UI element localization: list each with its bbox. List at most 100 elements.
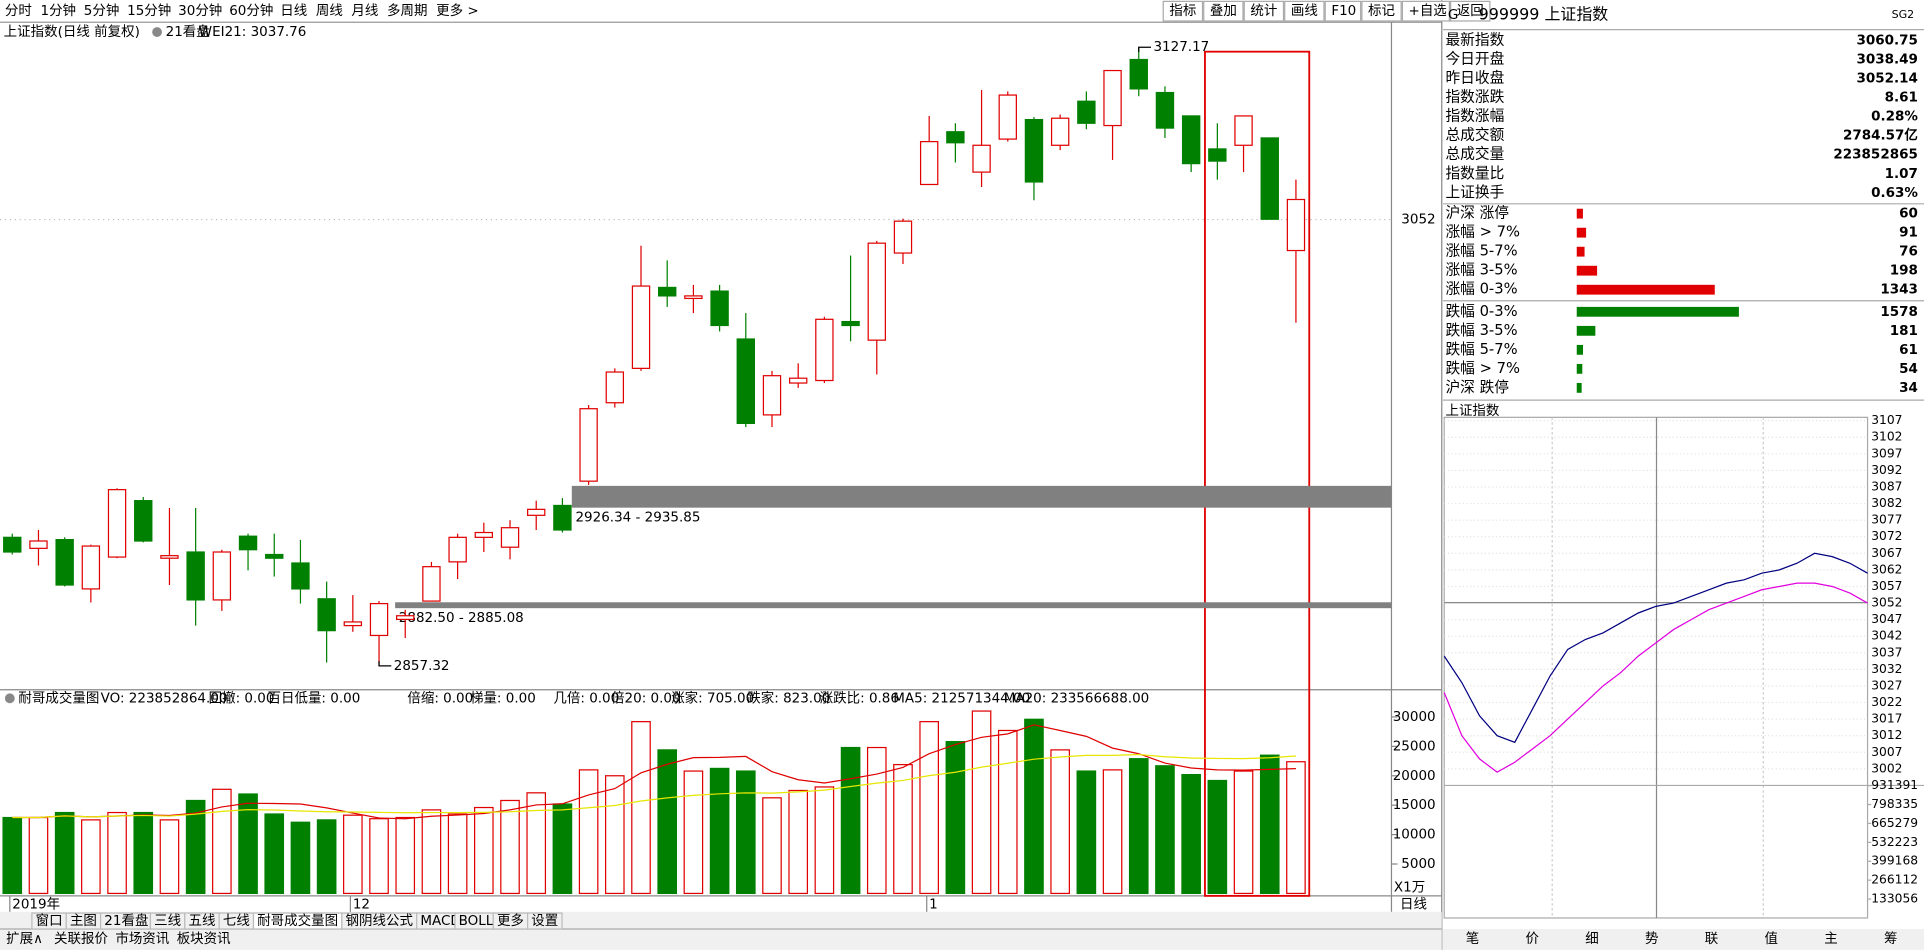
period-label[interactable]: 日线: [1400, 896, 1427, 912]
tab-label[interactable]: 更多: [497, 912, 524, 929]
volume-bar: [1181, 773, 1201, 895]
y-tick-label: 3097: [1871, 446, 1902, 460]
bottom-tab[interactable]: 扩展∧: [6, 931, 43, 947]
tab-label[interactable]: BOLL: [459, 913, 494, 929]
candle-body: [212, 551, 232, 601]
tab-label[interactable]: 21看盘: [104, 912, 148, 929]
tool-label[interactable]: 统计: [1250, 3, 1277, 19]
period-tab[interactable]: 月线: [351, 3, 378, 19]
candle-body: [605, 371, 625, 404]
right-tab[interactable]: 价: [1525, 931, 1539, 947]
candle-body: [919, 140, 939, 186]
volume-bar: [316, 819, 337, 895]
right-tab[interactable]: 筹: [1884, 930, 1898, 947]
indicator: 涨跌比: 0.86: [820, 690, 899, 706]
panel-icon: [152, 27, 162, 37]
tool-button[interactable]: [1361, 0, 1402, 22]
volume-bar: [107, 811, 127, 895]
tab-label[interactable]: 三线: [154, 913, 181, 929]
period-tab[interactable]: 分时: [5, 3, 32, 19]
period-tab[interactable]: 30分钟: [178, 2, 222, 19]
intraday-title: 上证指数: [1445, 403, 1499, 419]
stat-value: 3038.49: [1856, 52, 1917, 68]
volume-bar: [264, 813, 285, 895]
breadth-label: 跌幅 0-3%: [1445, 303, 1517, 320]
candle-body: [1050, 117, 1070, 146]
right-tab[interactable]: 主: [1824, 931, 1838, 947]
period-tab[interactable]: 1分钟: [40, 2, 76, 19]
candle-body: [317, 598, 336, 632]
tool-button[interactable]: [1203, 0, 1244, 22]
tool-button[interactable]: [1243, 0, 1285, 22]
tab-label[interactable]: 五线: [188, 913, 215, 929]
right-tab[interactable]: 联: [1705, 931, 1719, 947]
tab-label[interactable]: 七线: [223, 913, 250, 929]
tab[interactable]: [527, 912, 563, 930]
low-label: 2857.32: [394, 658, 450, 674]
right-tab[interactable]: 势: [1645, 931, 1659, 947]
tool-label[interactable]: 返回: [1457, 3, 1484, 19]
tool-button[interactable]: [1449, 0, 1491, 22]
tab-label[interactable]: 主图: [70, 913, 97, 929]
period-tab[interactable]: 5分钟: [84, 2, 120, 19]
tool-button[interactable]: [1324, 0, 1362, 22]
tool-button[interactable]: [1401, 0, 1450, 22]
breadth-label: 涨幅 > 7%: [1445, 224, 1519, 241]
tool-label[interactable]: +自选: [1409, 3, 1448, 19]
tool-label[interactable]: 画线: [1291, 3, 1318, 19]
period-tab[interactable]: 多周期: [387, 2, 427, 19]
period-tab[interactable]: 15分钟: [127, 2, 171, 19]
candle-body: [3, 536, 22, 553]
period-tab[interactable]: 周线: [316, 3, 343, 19]
stat-label: 指数量比: [1445, 165, 1504, 182]
right-tab[interactable]: 值: [1764, 931, 1778, 947]
bottom-tab[interactable]: 板块资讯: [177, 931, 231, 947]
y-tick-label: 3032: [1871, 662, 1902, 676]
tab-label[interactable]: 窗口: [36, 912, 63, 929]
tab-label[interactable]: 钢阴线公式: [346, 913, 414, 929]
wei-label: WEI21: 3037.76: [199, 24, 307, 40]
tool-label[interactable]: 指标: [1169, 3, 1196, 19]
tool-label[interactable]: 标记: [1368, 3, 1395, 19]
candle-body: [579, 408, 598, 482]
vol-tick-label: 266112: [1871, 873, 1918, 887]
right-tab[interactable]: 细: [1585, 931, 1599, 947]
candle-body: [1234, 115, 1253, 146]
period-tab[interactable]: 更多 >: [436, 2, 479, 19]
candle-body: [1286, 198, 1306, 252]
candle-body: [893, 220, 913, 254]
y-tick-label: 3062: [1871, 562, 1902, 576]
tab-label[interactable]: 耐哥成交量图: [257, 912, 338, 929]
vol-tick-label: 133056: [1871, 892, 1918, 906]
right-tab[interactable]: 笔: [1466, 931, 1480, 947]
period-tab[interactable]: 日线: [280, 3, 307, 19]
candle-body: [500, 527, 520, 548]
period-tab[interactable]: 60分钟: [229, 2, 273, 19]
tool-label[interactable]: 叠加: [1210, 3, 1237, 19]
zone-label: 2926.34 - 2935.85: [575, 509, 700, 525]
y-tick-label: 3092: [1871, 463, 1902, 477]
candle-body: [291, 562, 310, 590]
breadth-label: 跌幅 > 7%: [1445, 360, 1519, 377]
bottom-tab[interactable]: 关联报价: [54, 931, 108, 947]
tab-label[interactable]: MACD: [420, 913, 460, 929]
tool-button[interactable]: [1162, 0, 1204, 22]
candle-body: [107, 489, 127, 558]
pointer: [1138, 46, 1152, 53]
bottom-tab[interactable]: 市场资讯: [115, 930, 169, 947]
tab-label[interactable]: 设置: [531, 913, 558, 929]
candle-body: [788, 377, 808, 384]
x-tick-label: 12: [353, 896, 370, 912]
indicator: 跌家: 823.00: [747, 689, 830, 706]
y-tick-label: 3042: [1871, 629, 1902, 643]
volume-bar: [421, 809, 442, 895]
tool-label[interactable]: F10: [1331, 3, 1356, 19]
candle-body: [1181, 115, 1201, 165]
volume-bar: [709, 767, 730, 895]
volume-bar: [500, 799, 520, 895]
stat-value: 223852865: [1833, 147, 1917, 163]
tool-button[interactable]: [1284, 0, 1325, 22]
breadth-label: 沪深 跌停: [1445, 379, 1509, 396]
average-line: [1443, 582, 1868, 773]
breadth-value: 61: [1899, 342, 1918, 358]
